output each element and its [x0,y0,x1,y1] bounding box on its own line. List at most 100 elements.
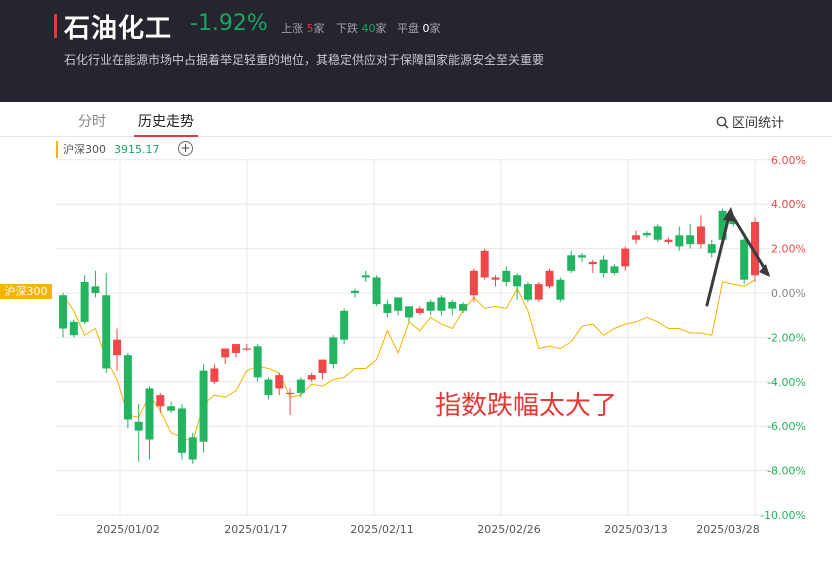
candle-body [199,370,208,442]
candle-body [232,344,240,353]
candle-body [318,359,327,373]
candle-body [599,259,608,274]
benchmark-tag-label: 沪深300 [5,284,48,298]
tab-history[interactable]: 历史走势 [138,114,194,130]
candle-body [59,295,67,329]
candle-body [459,304,468,311]
sector-description: 石化行业在能源市场中占据着举足轻重的地位，其稳定供应对于保障国家能源安全至关重要 [64,53,545,67]
candle-body [480,250,489,278]
y-tick-label: 0.00% [771,287,806,300]
x-tick-label: 2025/02/11 [350,523,413,536]
candle-body [275,375,284,389]
candle-body [751,221,759,276]
arrow-head-right [759,264,770,277]
candle-body [177,408,186,453]
candle-body [242,348,251,350]
candle-body [556,279,565,300]
candle-body [340,310,349,340]
candle-body [610,266,619,274]
candle-body [113,339,122,356]
search-icon [716,116,729,133]
y-tick-label: 4.00% [771,198,806,211]
candle-body [740,239,749,280]
candle-body [588,261,597,265]
header: 石油化工 -1.92% 上涨 5家 下跌 40家 平盘 0家 石化行业在能源市场… [0,0,832,102]
candle-body [696,226,705,245]
candle-body [621,248,630,267]
candle-body [513,275,522,287]
candle-body [502,270,511,282]
candle-body [707,244,716,254]
candle-body [642,233,651,236]
change-percent: -1.92% [190,11,268,36]
x-tick-label: 2025/02/26 [477,523,540,536]
y-tick-label: 2.00% [771,243,806,256]
candle-body [69,321,78,336]
candle-body [448,301,457,309]
candle-body [426,301,435,311]
benchmark-tag-bg [0,284,52,299]
benchmark-line [62,279,756,443]
legend-name: 沪深300 [63,143,106,156]
candle-body [437,297,446,311]
candle-body [686,235,695,245]
candle-body [156,395,165,407]
candle-body [221,348,230,358]
candle-body [296,379,305,393]
candle-body [567,255,576,271]
candle-body [415,308,424,313]
y-tick-label: -10.00% [760,509,806,522]
candle-body [664,239,673,242]
candle-body [578,255,586,258]
candle-body [350,290,359,293]
candle-body [145,388,154,440]
flat-count-stat: 平盘 0家 [397,22,441,35]
candle-body [80,281,89,322]
range-stats-label: 区间统计 [731,116,784,131]
y-tick-label: -2.00% [767,331,806,344]
candle-body [523,284,532,300]
chart-panel: 分时 历史走势 区间统计 沪深300 3915.17 + [0,102,832,562]
candle-body [372,277,381,305]
candle-body [91,286,100,293]
candle-body [491,277,500,280]
candle-body [329,337,338,365]
candle-body [361,275,370,278]
candle-body [264,379,273,396]
candle-body [210,368,219,382]
tab-intraday[interactable]: 分时 [78,114,106,130]
candle-body [718,210,727,240]
active-tab-indicator [134,135,198,137]
candle-body [729,219,738,225]
candle-body [383,304,392,313]
x-tick-label: 2025/03/13 [604,523,667,536]
y-tick-label: 6.00% [771,154,806,167]
candle-body [545,270,554,287]
x-tick-label: 2025/03/28 [696,523,759,536]
candle-body [394,297,403,311]
plus-circle-icon[interactable]: + [178,141,193,156]
y-tick-label: -8.00% [767,465,806,478]
y-tick-label: -6.00% [767,420,806,433]
x-tick-label: 2025/01/02 [96,523,159,536]
candle-body [653,226,662,240]
candle-body [188,437,197,460]
benchmark-legend: 沪深300 3915.17 [56,141,160,158]
candle-body [534,284,543,300]
title-accent-bar [54,14,57,38]
candle-body [134,421,143,431]
candle-body [167,406,176,411]
up-count-stat: 上涨 5家 [281,22,325,35]
x-tick-label: 2025/01/17 [224,523,287,536]
arrow-head-top [723,207,736,222]
range-stats-button[interactable]: 区间统计 [716,112,784,133]
y-tick-label: -4.00% [767,376,806,389]
down-count-stat: 下跌 40家 [336,22,387,35]
candle-body [123,355,132,420]
tab-bar: 分时 历史走势 区间统计 [0,102,832,137]
candle-body [675,235,684,247]
candle-body [253,346,262,378]
candle-body [632,235,641,240]
index-title: 石油化工 [64,14,173,44]
